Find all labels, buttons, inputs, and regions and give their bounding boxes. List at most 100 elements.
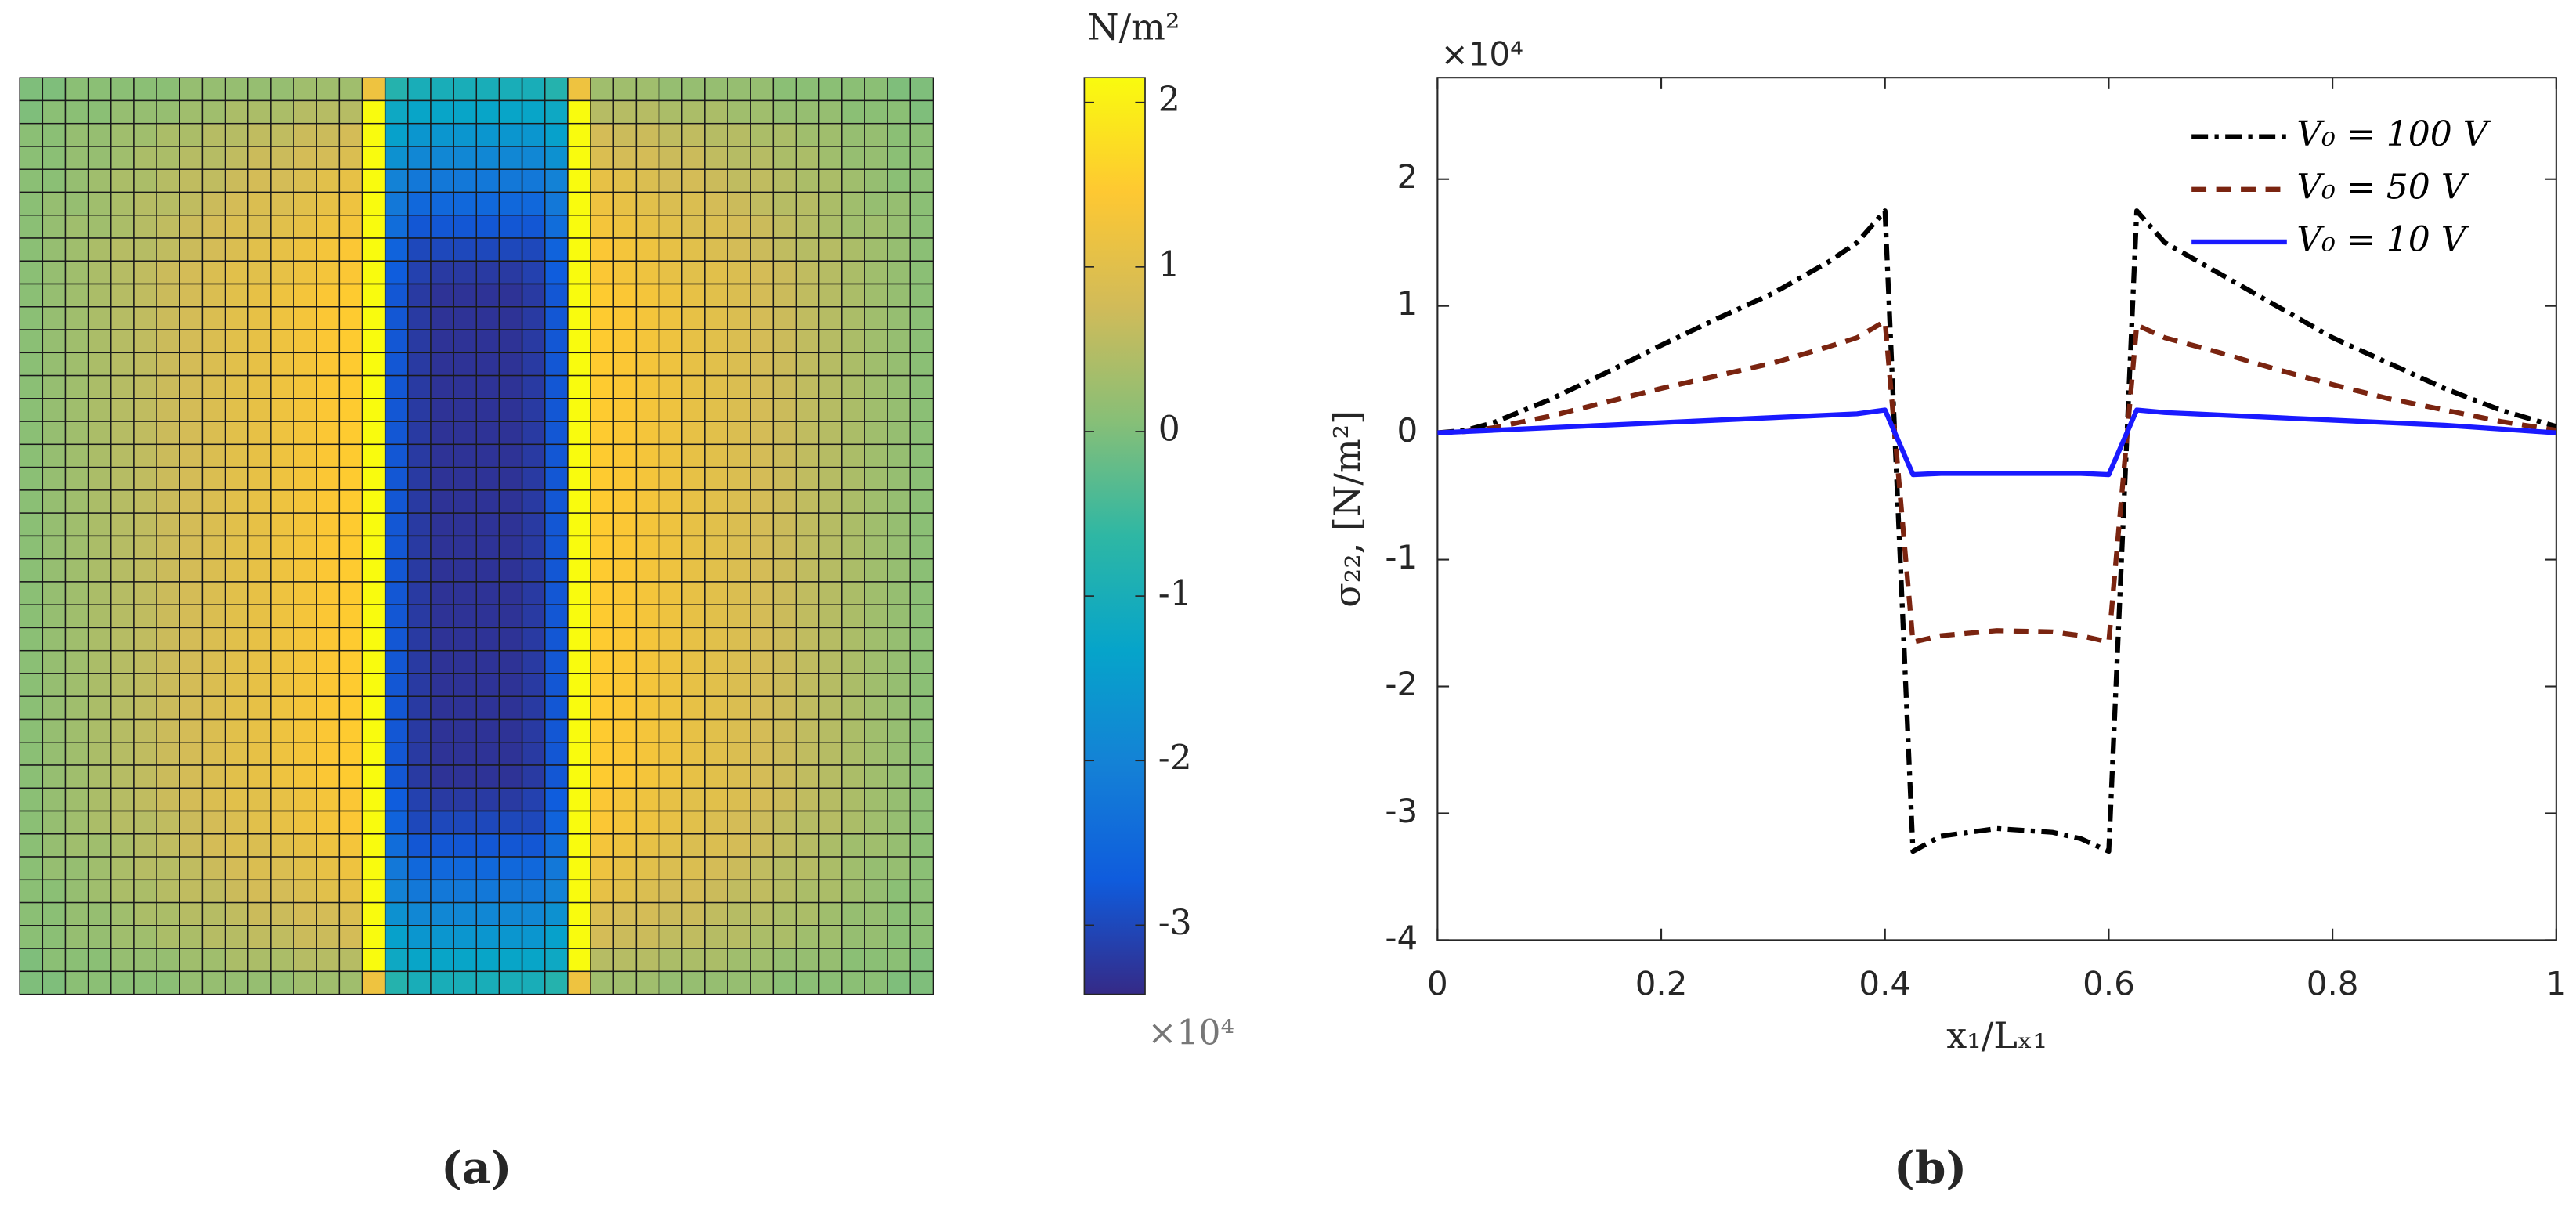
heatmap-cell [430, 466, 454, 491]
heatmap-cell [293, 237, 317, 262]
heatmap-cell [681, 99, 706, 125]
heatmap-cell [795, 901, 820, 926]
heatmap-cell [384, 695, 409, 721]
heatmap-cell [909, 604, 934, 629]
heatmap-cell [42, 489, 67, 514]
heatmap-cell [453, 168, 478, 193]
heatmap-cell [293, 742, 317, 766]
heatmap-cell [42, 558, 67, 583]
heatmap-cell [475, 925, 500, 949]
heatmap-cell [316, 146, 341, 170]
heatmap-cell [179, 99, 204, 125]
heatmap-cell [156, 215, 180, 239]
heatmap-cell [544, 466, 569, 491]
heatmap-cell [19, 512, 44, 537]
heatmap-cell [544, 948, 569, 973]
heatmap-cell [316, 466, 341, 491]
heatmap-cell [42, 421, 67, 446]
heatmap-cell [201, 283, 226, 308]
heatmap-cell [772, 466, 797, 491]
heatmap-cell [201, 787, 226, 812]
y-tick-label: 1 [1397, 284, 1418, 323]
heatmap-cell [110, 535, 135, 560]
heatmap-cell [224, 443, 249, 468]
heatmap-cell [590, 879, 614, 904]
heatmap-cell [772, 512, 797, 537]
heatmap-cell [750, 604, 775, 629]
heatmap-cell [909, 99, 934, 125]
heatmap-cell [42, 122, 67, 147]
heatmap-cell [133, 374, 157, 399]
colorbar-tick-label: 2 [1158, 80, 1180, 120]
heatmap-cell [293, 970, 317, 995]
heatmap-cell [909, 374, 934, 399]
heatmap-cell [521, 649, 546, 674]
heatmap-cell [681, 856, 706, 881]
heatmap-cell [498, 673, 523, 697]
heatmap-cell [567, 604, 591, 629]
heatmap-cell [704, 627, 728, 652]
heatmap-cell [772, 237, 797, 262]
heatmap-cell [750, 558, 775, 583]
heatmap-cell [521, 970, 546, 995]
heatmap-cell [887, 489, 912, 514]
heatmap-cell [156, 122, 180, 147]
heatmap-cell [453, 742, 478, 766]
heatmap-cell [201, 352, 226, 377]
heatmap-cell [338, 191, 363, 216]
heatmap-cell [498, 856, 523, 881]
heatmap-cell [841, 466, 865, 491]
heatmap-cell [590, 466, 614, 491]
colorbar-tick-label: -3 [1158, 903, 1192, 943]
heatmap-cell [361, 787, 386, 812]
heatmap-cell [475, 879, 500, 904]
heatmap-cell [247, 374, 272, 399]
heatmap-cell [498, 489, 523, 514]
heatmap-cell [384, 329, 409, 354]
heatmap-cell [133, 604, 157, 629]
heatmap-cell [612, 879, 638, 904]
heatmap-cell [133, 215, 157, 239]
heatmap-cell [590, 237, 614, 262]
heatmap-cell [772, 215, 797, 239]
heatmap-cell [407, 833, 432, 858]
heatmap-cell [384, 443, 409, 468]
heatmap-cell [338, 283, 363, 308]
heatmap-cell [909, 329, 934, 354]
heatmap-cell [681, 260, 706, 285]
heatmap-cell [544, 810, 569, 835]
heatmap-cell [270, 489, 294, 514]
heatmap-cell [156, 535, 180, 560]
heatmap-cell [498, 604, 523, 629]
heatmap-cell [727, 443, 751, 468]
heatmap-cell [521, 673, 546, 697]
heatmap-cell [361, 948, 386, 973]
heatmap-cell [864, 398, 888, 422]
heatmap-cell [453, 489, 478, 514]
heatmap-cell [727, 398, 751, 422]
heatmap-cell [19, 99, 44, 125]
heatmap-cell [521, 810, 546, 835]
heatmap-cell [247, 260, 272, 285]
heatmap-cell [201, 649, 226, 674]
x-tick-label: 0.4 [1859, 965, 1911, 1003]
heatmap-cell [270, 970, 294, 995]
heatmap-cell [864, 421, 888, 446]
heatmap-cell [887, 833, 912, 858]
heatmap-cell [270, 649, 294, 674]
heatmap-cell [818, 948, 843, 973]
heatmap-cell [42, 627, 67, 652]
heatmap-cell [612, 421, 638, 446]
heatmap-cell [590, 649, 614, 674]
heatmap-cell [818, 421, 843, 446]
heatmap-cell [590, 283, 614, 308]
heatmap-cell [407, 466, 432, 491]
heatmap-cell [795, 215, 820, 239]
heatmap-cell [521, 627, 546, 652]
heatmap-cell [407, 535, 432, 560]
heatmap-cell [179, 122, 204, 147]
heatmap-cell [909, 558, 934, 583]
heatmap-cell [658, 604, 683, 629]
heatmap-cell [453, 146, 478, 170]
heatmap-cell [42, 260, 67, 285]
